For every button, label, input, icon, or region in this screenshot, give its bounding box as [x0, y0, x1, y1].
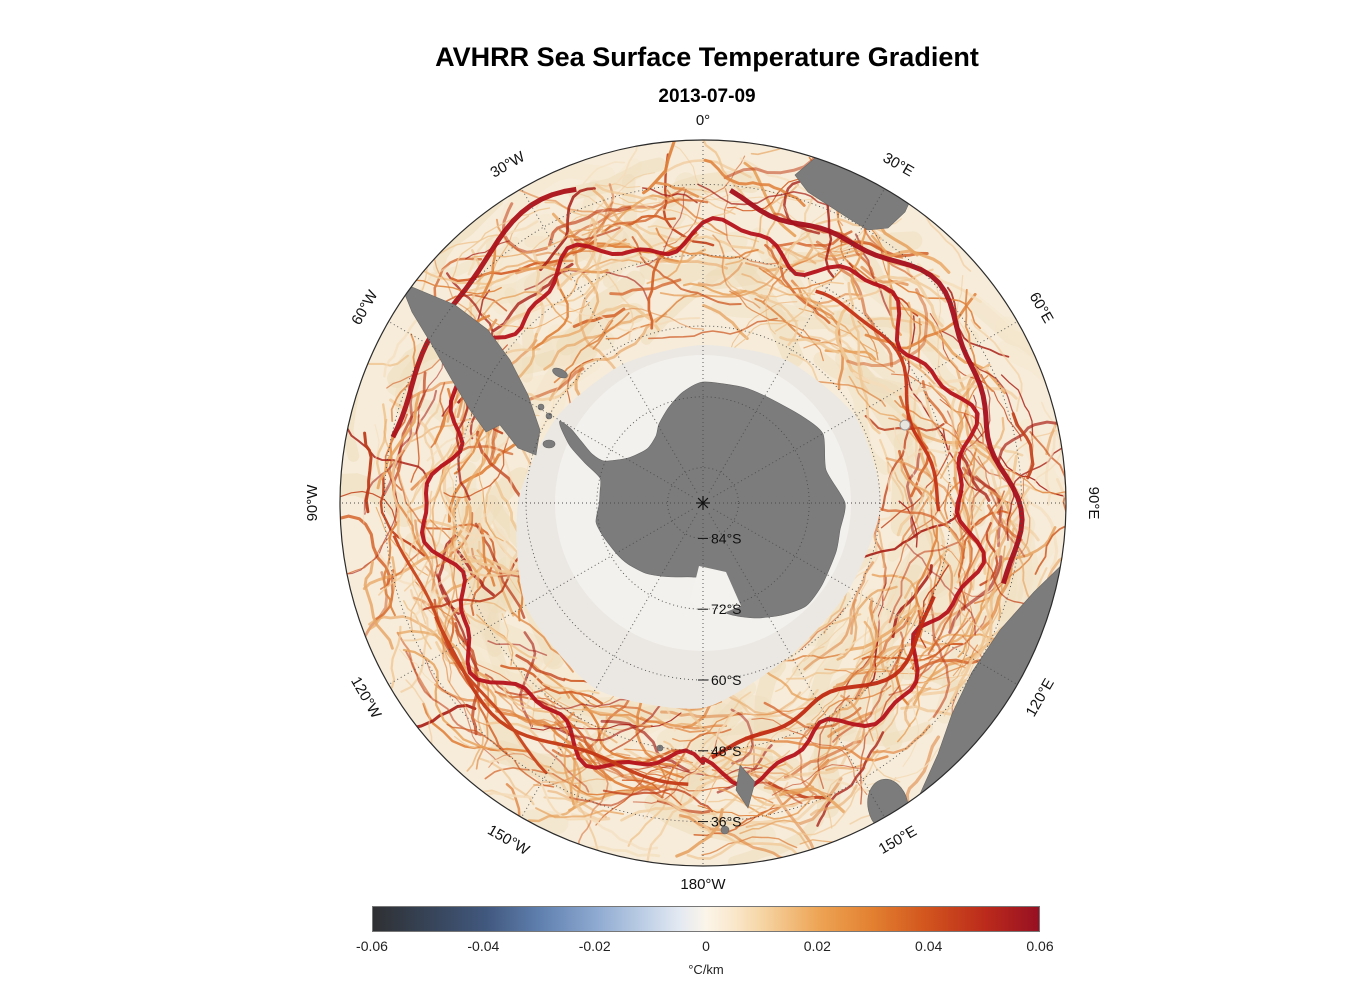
meridian-label-180w: 180°W [680, 876, 726, 893]
island [656, 744, 664, 752]
falkland-islands [542, 439, 556, 449]
meridian-label-30e: 30°E [880, 149, 917, 180]
island [545, 412, 553, 420]
island [720, 825, 730, 835]
meridian-label-60e: 60°E [1026, 289, 1057, 326]
colorbar-tick-3: 0 [702, 938, 710, 954]
meridian-label-90e: 90°E [1085, 487, 1102, 520]
latitude-label-84s: 84°S [711, 530, 742, 546]
kerguelen-island [899, 419, 911, 431]
island [537, 403, 545, 411]
colorbar-tick-2: -0.02 [578, 938, 611, 954]
meridian-label-120w: 120°W [347, 674, 385, 722]
meridian-label-60w: 60°W [348, 287, 382, 328]
south-america [399, 281, 541, 456]
new-zealand [735, 764, 756, 809]
south-pole-marker [696, 496, 710, 510]
colorbar [372, 906, 1040, 932]
colorbar-tick-1: -0.04 [467, 938, 500, 954]
colorbar-tick-4: 0.02 [803, 938, 831, 954]
figure-date: 2013-07-09 [658, 86, 756, 107]
latitude-label-72s: 72°S [711, 601, 742, 617]
colorbar-tick-5: 0.04 [915, 938, 943, 954]
south-georgia-island [552, 367, 568, 379]
meridian-label-150w: 150°W [484, 822, 532, 860]
meridian-label-0: 0° [696, 112, 710, 129]
latitude-label-48s: 48°S [711, 743, 742, 759]
figure-title: AVHRR Sea Surface Temperature Gradient [435, 42, 979, 72]
map-border [339, 139, 1067, 867]
latitude-label-60s: 60°S [711, 672, 742, 688]
colorbar-gradient [373, 907, 1039, 931]
meridian-label-30w: 30°W [488, 148, 529, 182]
colorbar-unit-label: °C/km [688, 962, 724, 977]
colorbar-tick-labels: -0.06 -0.04 -0.02 0 0.02 0.04 0.06 [356, 938, 1054, 956]
meridian-label-150e: 150°E [876, 823, 920, 858]
colorbar-tick-6: 0.06 [1026, 938, 1054, 954]
colorbar-tick-0: -0.06 [356, 938, 388, 954]
latitude-label-36s: 36°S [711, 814, 742, 830]
map-clip-group [340, 140, 1066, 866]
meridian-label-120e: 120°E [1023, 676, 1058, 720]
meridian-label-90w: 90°W [304, 484, 321, 522]
